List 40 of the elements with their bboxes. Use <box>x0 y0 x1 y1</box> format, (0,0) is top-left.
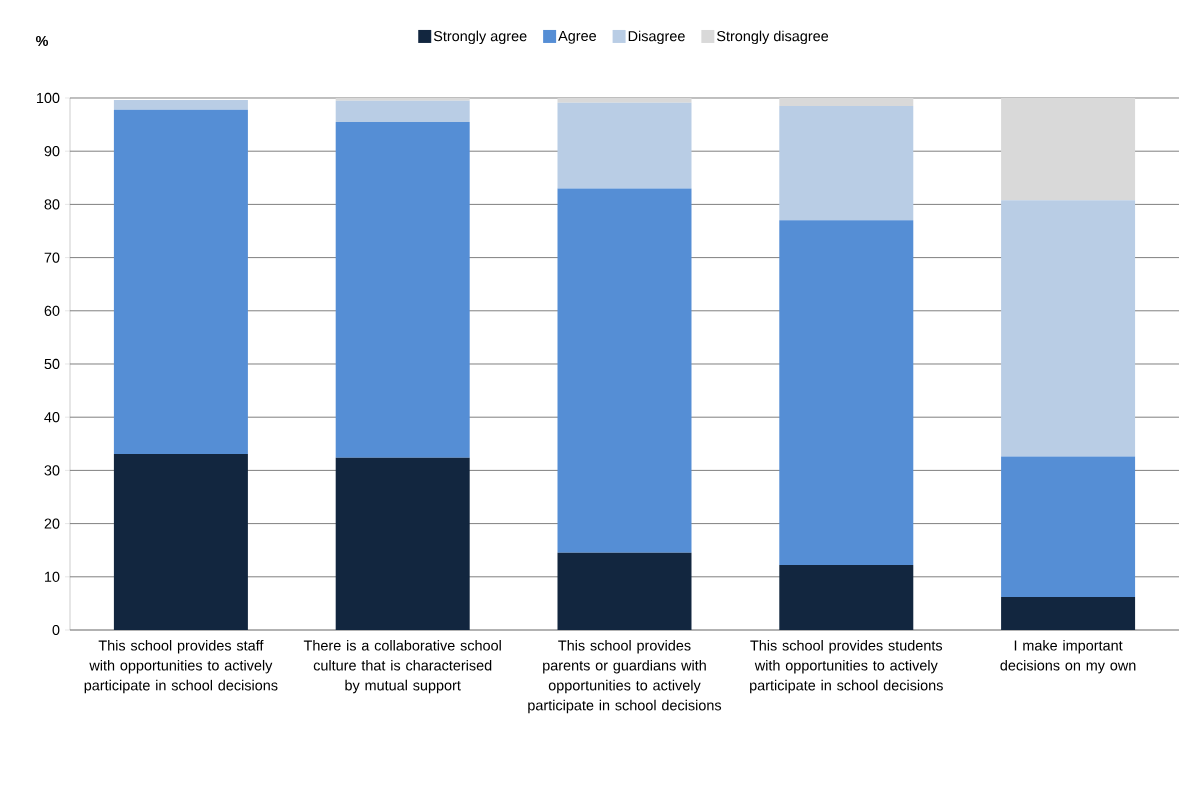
bar <box>557 97 692 103</box>
legend-label: Strongly disagree <box>716 30 829 45</box>
bar <box>113 453 248 630</box>
y-tick-label: 60 <box>44 305 60 316</box>
bar <box>779 565 914 630</box>
y-tick-label: 30 <box>44 465 60 476</box>
bar <box>1001 200 1136 457</box>
bar <box>779 220 914 566</box>
bar <box>113 100 248 110</box>
y-tick-label: 20 <box>44 518 60 529</box>
y-tick-label: 70 <box>44 252 60 263</box>
y-axis-title: % <box>35 35 49 47</box>
y-tick-label: 100 <box>36 92 60 104</box>
bar <box>335 121 470 458</box>
bar <box>1001 597 1136 630</box>
bar <box>335 97 470 101</box>
y-tick-label: 10 <box>45 571 60 582</box>
legend-label: Disagree <box>628 30 685 45</box>
x-tick-label: This school provides students with opportunities to actively participate in school decisions <box>750 640 943 694</box>
y-tick-label: 0 <box>52 624 60 636</box>
bar <box>557 552 692 630</box>
bar <box>1001 97 1136 201</box>
bar <box>779 105 914 221</box>
y-tick-label: 40 <box>44 412 60 423</box>
x-tick-label: I make important decisions on my own <box>1000 640 1136 674</box>
x-tick-label: This school provides staff with opportunities to actively participate in school decisions <box>84 640 278 694</box>
y-tick-label: 90 <box>44 146 60 157</box>
bar <box>557 102 692 189</box>
bar <box>335 457 470 630</box>
x-tick-label: This school provides parents or guardians with opportunities to actively participate in school decisions <box>528 640 722 714</box>
y-tick-label: 80 <box>44 199 60 210</box>
y-tick-label: 50 <box>44 358 60 370</box>
bar <box>1001 456 1136 598</box>
legend-label: Agree <box>558 30 597 44</box>
bar <box>557 188 692 553</box>
x-tick-label: There is a collaborative school culture that is characterised by mutual support <box>303 640 501 694</box>
bar <box>335 100 470 122</box>
legend-label: Strongly agree <box>433 30 527 45</box>
bar <box>779 97 914 106</box>
bar <box>113 109 248 454</box>
